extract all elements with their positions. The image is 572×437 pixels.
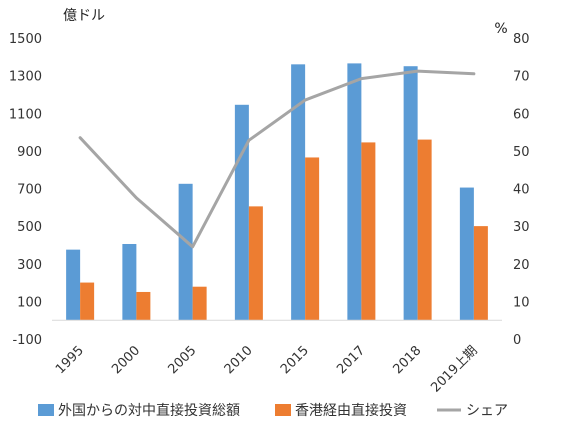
total-investment-bar [122,243,137,321]
hongkong-investment-bar [417,139,432,321]
y-right-unit-label: % [494,21,507,37]
y-left-tick-label: 500 [17,220,42,235]
y-left-tick-label: 900 [17,145,42,160]
hongkong-investment-bar [136,291,151,321]
hongkong-investment-bar [248,206,263,321]
x-category-label: 2019上期 [428,343,480,395]
hongkong-investment-bar [361,142,376,321]
y-right-tick-label: 40 [513,183,530,198]
legend-entry-label: 外国からの対中直接投資総額 [58,402,240,419]
y-right-tick-label: 60 [513,107,530,122]
x-category-label: 2015 [278,343,312,377]
hongkong-investment-bar [192,286,207,321]
total-investment-bar [178,183,193,321]
y-left-tick-label: 1500 [9,32,42,47]
x-category-label: 1995 [53,343,87,377]
total-investment-bar [66,249,81,321]
legend-swatch [38,404,54,416]
y-right-tick-label: 0 [513,333,521,348]
x-category-label: 2018 [390,343,424,377]
y-right-tick-label: 10 [513,295,530,310]
y-right-tick-label: 80 [513,32,530,47]
legend: 外国からの対中直接投資総額 香港経由直接投資 シェア [38,402,508,419]
y-right-tick-label: 50 [513,145,530,160]
axes: 億ドル % -100 100 300 500 700 900 1100 1300 1500 0 10… [9,8,530,396]
total-investment-bar [347,63,362,321]
total-investment-bar [459,187,474,321]
y-right-tick-label: 30 [513,220,530,235]
y-right-tick-label: 20 [513,258,530,273]
legend-entry-label: シェア [466,403,508,419]
share-line-series [78,69,476,249]
y-right-tick-label: 70 [513,70,530,85]
y-left-tick-label: -100 [12,333,42,348]
y-left-unit-label: 億ドル [63,8,105,24]
x-category-label: 2005 [165,343,199,377]
hongkong-investment-bar [80,282,95,321]
total-investment-bar [234,104,249,321]
y-left-tick-label: 700 [17,183,42,198]
hongkong-investment-bar [305,157,320,321]
x-category-label: 2017 [334,343,368,377]
legend-swatch [275,404,291,416]
y-left-tick-label: 1100 [9,107,42,122]
x-category-label: 2010 [222,343,256,377]
share-line [78,69,476,249]
y-left-tick-label: 300 [17,258,42,273]
total-investment-bar [291,64,306,321]
total-investment-bar [403,66,418,321]
legend-entry-label: 香港経由直接投資 [295,402,407,419]
y-left-tick-label: 100 [17,295,42,310]
x-category-label: 2000 [109,343,143,377]
hongkong-investment-bar [473,226,488,321]
y-left-tick-label: 1300 [9,70,42,85]
